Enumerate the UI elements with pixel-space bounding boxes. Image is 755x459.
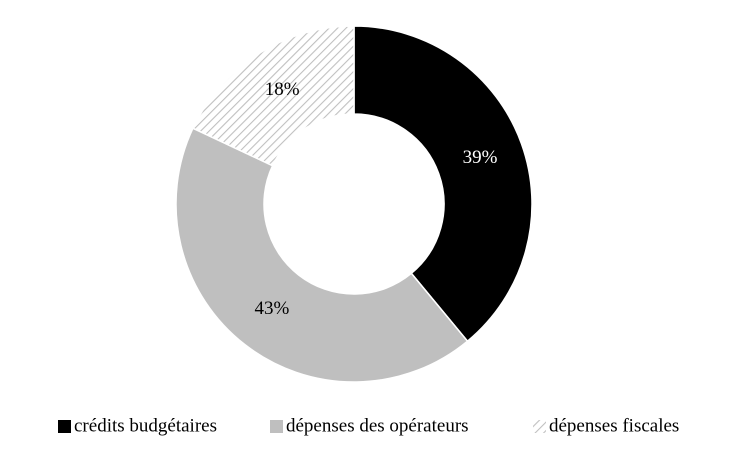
data-label: 18%: [265, 79, 300, 100]
data-label: 39%: [463, 147, 498, 168]
legend-label: crédits budgétaires: [74, 415, 217, 436]
legend-label: dépenses des opérateurs: [286, 415, 469, 436]
data-label: 43%: [254, 298, 289, 319]
legend-swatch: [533, 420, 546, 433]
legend-label: dépenses fiscales: [549, 415, 679, 436]
donut-slice: [191, 25, 355, 167]
legend-swatch: [58, 420, 71, 433]
donut-slice: [353, 25, 533, 343]
donut-slice: [175, 127, 469, 383]
legend-swatch: [270, 420, 283, 433]
